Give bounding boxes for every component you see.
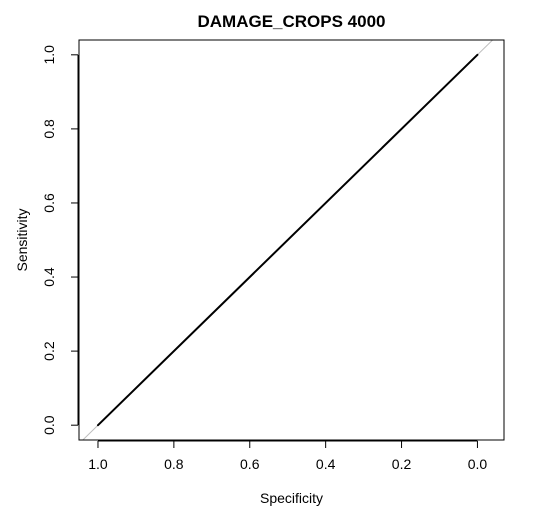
chart-title: DAMAGE_CROPS 4000: [197, 12, 385, 31]
y-tick-label: 0.4: [41, 267, 57, 287]
y-tick-label: 0.6: [41, 193, 57, 213]
x-tick-label: 0.2: [392, 456, 412, 472]
plot-layer: [82, 40, 494, 440]
plot-frame: [78, 39, 505, 441]
x-tick-label: 0.8: [164, 456, 184, 472]
x-tick-label: 0.4: [316, 456, 336, 472]
x-axis: 1.0 0.8 0.6 0.4 0.2 0.0: [88, 440, 488, 472]
x-tick-label: 0.0: [468, 456, 488, 472]
x-tick-label: 0.6: [240, 456, 260, 472]
x-axis-label: Specificity: [260, 490, 323, 506]
y-tick-label: 0.8: [41, 119, 57, 139]
x-tick-label: 1.0: [88, 456, 108, 472]
y-axis-label: Sensitivity: [14, 208, 30, 271]
y-axis: 0.0 0.2 0.4 0.6 0.8 1.0: [41, 45, 79, 435]
roc-curve-line: [96, 53, 479, 427]
y-tick-label: 1.0: [41, 45, 57, 65]
y-tick-label: 0.0: [41, 415, 57, 435]
y-tick-label: 0.2: [41, 341, 57, 361]
